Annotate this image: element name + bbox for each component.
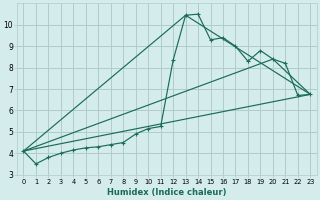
X-axis label: Humidex (Indice chaleur): Humidex (Indice chaleur) xyxy=(107,188,227,197)
